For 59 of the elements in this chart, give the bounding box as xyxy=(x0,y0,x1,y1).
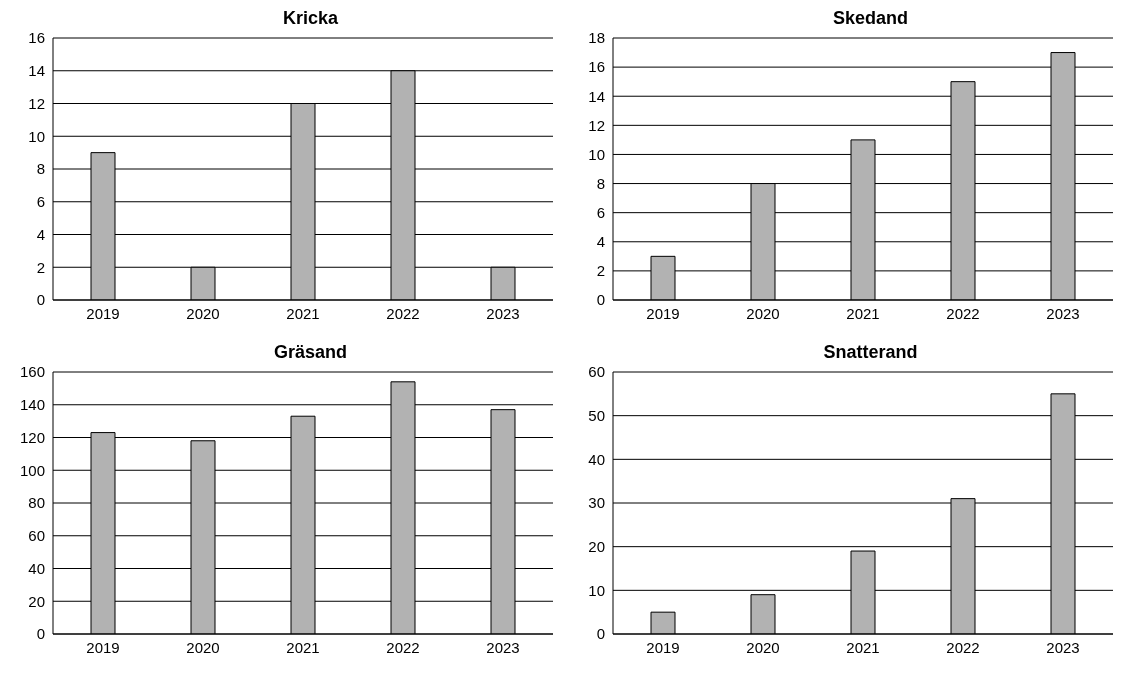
y-tick-label: 160 xyxy=(19,363,45,381)
x-tick-label: 2022 xyxy=(946,304,980,322)
y-tick-label: 140 xyxy=(19,396,45,414)
y-tick-label: 80 xyxy=(28,494,45,512)
x-tick-label: 2020 xyxy=(746,304,780,322)
y-tick-label: 20 xyxy=(28,592,45,610)
x-tick-label: 2021 xyxy=(846,638,880,656)
chart-title: Snatterand xyxy=(822,342,919,364)
y-tick-label: 14 xyxy=(28,62,45,80)
y-tick-label: 18 xyxy=(588,29,605,47)
y-tick-label: 8 xyxy=(596,174,605,192)
y-tick-label: 10 xyxy=(588,145,605,163)
x-tick-label: 2022 xyxy=(386,638,420,656)
y-tick-label: 2 xyxy=(36,258,45,276)
x-tick-label: 2021 xyxy=(846,304,880,322)
y-tick-label: 2 xyxy=(596,262,605,280)
x-tick-label: 2019 xyxy=(646,638,680,656)
x-tick-label: 2023 xyxy=(1046,304,1080,322)
chart-title: Kricka xyxy=(281,8,339,30)
y-tick-label: 16 xyxy=(28,29,45,47)
y-tick-label: 30 xyxy=(588,494,605,512)
y-tick-label: 10 xyxy=(588,581,605,599)
x-tick-label: 2023 xyxy=(486,638,520,656)
y-tick-label: 10 xyxy=(28,127,45,145)
y-tick-label: 20 xyxy=(588,537,605,555)
chart-title: Skedand xyxy=(832,8,909,30)
x-tick-label: 2019 xyxy=(86,638,120,656)
y-tick-label: 100 xyxy=(19,461,45,479)
x-tick-label: 2023 xyxy=(486,304,520,322)
y-tick-label: 12 xyxy=(28,94,45,112)
y-tick-label: 4 xyxy=(596,233,605,251)
x-tick-label: 2022 xyxy=(386,304,420,322)
x-tick-label: 2020 xyxy=(186,304,220,322)
x-tick-label: 2021 xyxy=(286,304,320,322)
y-tick-label: 0 xyxy=(596,291,605,309)
y-tick-label: 0 xyxy=(36,291,45,309)
x-tick-label: 2022 xyxy=(946,638,980,656)
chart-title: Gräsand xyxy=(273,342,348,364)
y-tick-label: 0 xyxy=(36,625,45,643)
x-tick-label: 2019 xyxy=(646,304,680,322)
y-tick-label: 50 xyxy=(588,406,605,424)
y-tick-label: 4 xyxy=(36,225,45,243)
y-tick-label: 40 xyxy=(588,450,605,468)
y-tick-label: 14 xyxy=(588,87,605,105)
y-tick-label: 40 xyxy=(28,559,45,577)
y-tick-label: 60 xyxy=(588,363,605,381)
x-tick-label: 2020 xyxy=(746,638,780,656)
y-tick-label: 12 xyxy=(588,116,605,134)
y-tick-label: 8 xyxy=(36,160,45,178)
y-tick-label: 60 xyxy=(28,527,45,545)
x-tick-label: 2021 xyxy=(286,638,320,656)
x-tick-label: 2023 xyxy=(1046,638,1080,656)
y-tick-label: 120 xyxy=(19,428,45,446)
y-tick-label: 6 xyxy=(596,203,605,221)
x-tick-label: 2020 xyxy=(186,638,220,656)
x-tick-label: 2019 xyxy=(86,304,120,322)
y-tick-label: 16 xyxy=(588,58,605,76)
y-tick-label: 6 xyxy=(36,193,45,211)
y-tick-label: 0 xyxy=(596,625,605,643)
